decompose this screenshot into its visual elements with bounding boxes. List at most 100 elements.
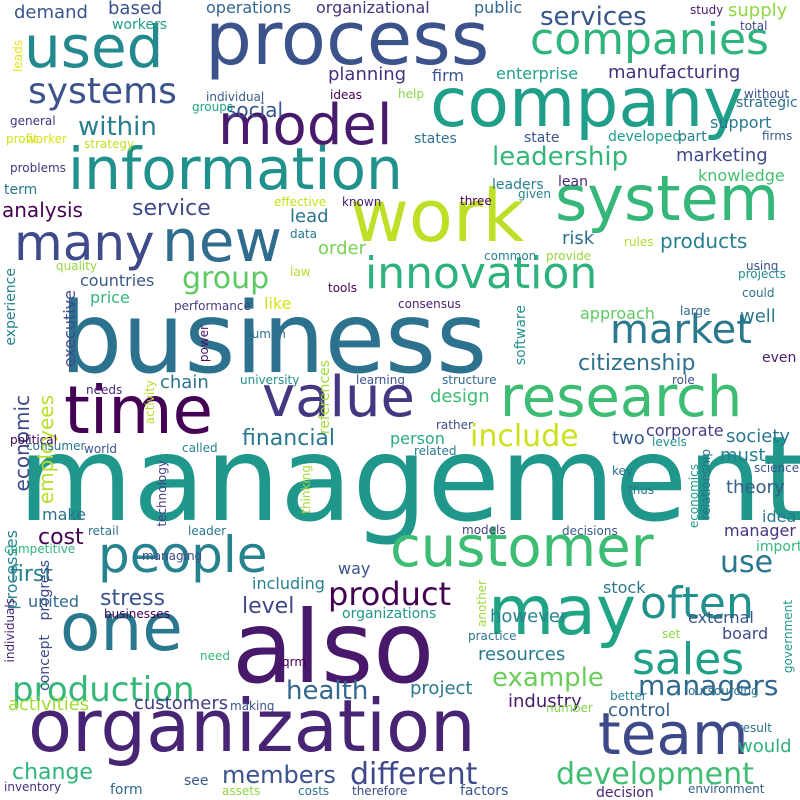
word-leaders: leaders	[492, 177, 544, 193]
word-organizational: organizational	[316, 0, 430, 17]
word-company: company	[430, 64, 744, 143]
word-based: based	[108, 0, 163, 19]
word-analysis: analysis	[2, 198, 83, 222]
word-competitive: competitive	[4, 542, 76, 556]
word-human: human	[244, 327, 286, 341]
word-need: need	[200, 649, 230, 663]
word-price: price	[90, 288, 130, 307]
word-number: number	[546, 701, 593, 715]
word-world: world	[84, 442, 118, 456]
word-using: using	[746, 259, 779, 273]
word-without: without	[744, 87, 790, 101]
word-concept: concept	[37, 635, 53, 691]
word-sales: sales	[632, 634, 745, 685]
word-social: social	[226, 98, 284, 122]
word-developed: developed	[608, 129, 682, 145]
word-given: given	[518, 187, 552, 201]
word-strategic: strategic	[736, 95, 798, 111]
word-like: like	[264, 294, 292, 313]
word-leader: leader	[188, 524, 227, 538]
word-individuals: individuals	[3, 598, 17, 663]
word-managers: managers	[638, 669, 779, 702]
word-inventory: inventory	[4, 780, 62, 794]
word-citizenship: citizenship	[578, 351, 696, 376]
word-members: members	[222, 761, 336, 789]
word-firms: firms	[762, 129, 793, 143]
word-even: even	[762, 350, 797, 366]
word-leadership: leadership	[492, 142, 629, 172]
word-must: must	[720, 445, 766, 466]
word-value: value	[262, 365, 415, 430]
word-one: one	[60, 589, 183, 666]
word-relationship: relationship	[699, 449, 713, 520]
word-economics: economics	[687, 464, 701, 529]
word-progress: progress	[37, 560, 53, 621]
word-different: different	[350, 757, 478, 792]
word-part: part	[678, 129, 707, 145]
word-thinking: thinking	[299, 465, 313, 514]
word-people: people	[98, 526, 268, 584]
word-factors: factors	[460, 783, 509, 799]
word-government: government	[781, 600, 795, 674]
word-qrm: qrm	[282, 655, 307, 669]
word-worker: worker	[26, 132, 67, 146]
word-chain: chain	[160, 372, 209, 393]
word-within: within	[78, 112, 157, 142]
word-external: external	[688, 608, 754, 627]
word-university: university	[240, 373, 300, 387]
word-society: society	[726, 426, 791, 447]
word-therefore: therefore	[352, 784, 408, 798]
word-managing: managing	[142, 549, 203, 563]
word-may: may	[488, 572, 637, 651]
word-consensus: consensus	[398, 297, 461, 311]
word-experience: experience	[3, 268, 19, 346]
word-could: could	[742, 286, 775, 300]
word-approach: approach	[580, 304, 655, 323]
word-way: way	[338, 559, 371, 578]
word-firm: firm	[432, 66, 464, 85]
word-control: control	[608, 700, 671, 721]
word-individual: individual	[206, 90, 265, 104]
word-decisions: decisions	[562, 524, 618, 538]
word-important: important	[756, 539, 800, 555]
word-key: key	[612, 464, 634, 478]
word-strategy: strategy	[84, 137, 135, 151]
word-data: data	[290, 227, 318, 241]
word-law: law	[290, 265, 311, 279]
word-health: health	[286, 676, 369, 706]
word-group: group	[182, 261, 270, 296]
word-decision: decision	[596, 785, 654, 800]
word-state: state	[524, 130, 560, 146]
word-performance: performance	[174, 299, 251, 313]
word-planning: planning	[328, 64, 407, 85]
word-power: power	[197, 325, 211, 363]
word-activities: activities	[8, 694, 90, 715]
word-set: set	[662, 627, 681, 641]
word-result: result	[738, 721, 772, 735]
word-better: better	[610, 689, 647, 703]
word-often: often	[640, 578, 754, 629]
word-business: business	[60, 282, 488, 396]
word-enterprise: enterprise	[496, 64, 579, 83]
word-environment: environment	[688, 782, 765, 796]
word-however: however	[490, 606, 568, 627]
word-support: support	[710, 113, 772, 132]
word-large: large	[680, 304, 711, 318]
word-risk: risk	[562, 228, 595, 249]
word-well: well	[740, 306, 776, 327]
word-level: level	[242, 594, 295, 619]
word-levels: levels	[652, 435, 687, 449]
word-many: many	[14, 214, 155, 272]
word-provide: provide	[546, 249, 592, 263]
word-called: called	[182, 441, 218, 455]
word-references: references	[317, 360, 333, 435]
word-lead: lead	[290, 206, 329, 227]
word-operations: operations	[206, 0, 292, 17]
word-consumer: consumer	[26, 439, 86, 453]
word-united: united	[28, 592, 79, 611]
word-use: use	[720, 545, 774, 580]
word-states: states	[414, 131, 457, 147]
word-known: known	[342, 195, 382, 209]
word-related: related	[414, 444, 457, 458]
word-rather: rather	[436, 418, 473, 432]
